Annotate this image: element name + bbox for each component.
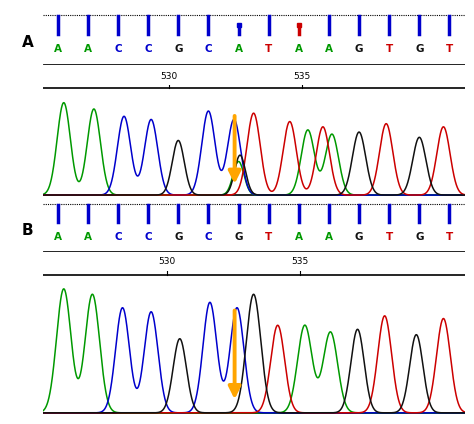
Text: A: A [235,44,243,54]
Text: 530: 530 [161,72,178,81]
Text: T: T [265,44,272,54]
Text: A: A [54,44,62,54]
Text: C: C [114,44,122,54]
Text: A: A [22,35,34,50]
Text: C: C [114,232,122,242]
Text: T: T [265,232,272,242]
Text: G: G [355,232,363,242]
Text: A: A [295,232,303,242]
Text: 535: 535 [292,257,309,266]
Text: G: G [415,44,424,54]
Text: C: C [144,232,152,242]
Text: T: T [385,232,393,242]
Text: C: C [205,232,212,242]
Text: 530: 530 [158,257,176,266]
Text: A: A [295,44,303,54]
Text: T: T [446,44,453,54]
Text: C: C [205,44,212,54]
Text: A: A [84,232,92,242]
Text: A: A [325,44,333,54]
Text: B: B [22,223,33,238]
Text: G: G [415,232,424,242]
Text: G: G [174,44,182,54]
Text: C: C [144,44,152,54]
Text: T: T [385,44,393,54]
Text: T: T [446,232,453,242]
Text: G: G [174,232,182,242]
Text: A: A [54,232,62,242]
Text: A: A [325,232,333,242]
Text: G: G [234,232,243,242]
Text: G: G [355,44,363,54]
Text: 535: 535 [293,72,311,81]
Text: A: A [84,44,92,54]
